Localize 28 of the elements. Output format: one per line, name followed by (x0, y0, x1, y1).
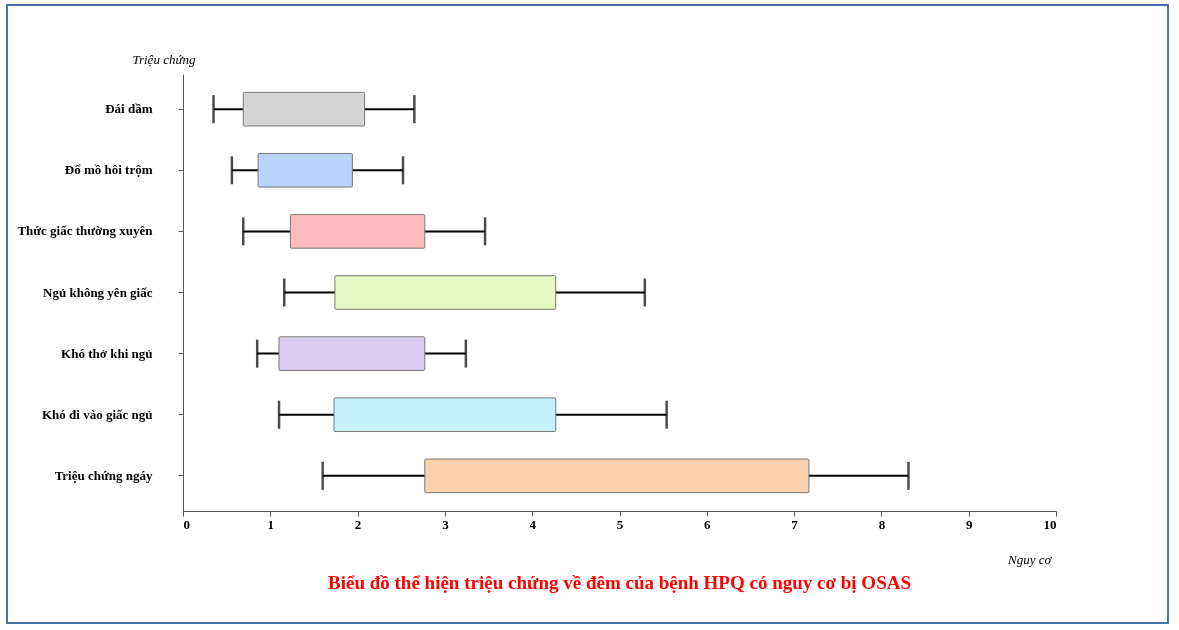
y-tick-label: Khó đi vào giấc ngủ (41, 406, 153, 422)
x-tick-label: 2 (354, 516, 362, 532)
bar (257, 152, 353, 188)
x-tick-label: 7 (791, 516, 799, 532)
x-tick-label: 8 (878, 516, 886, 532)
bar (334, 275, 557, 310)
x-tick-label: 4 (529, 516, 537, 532)
bar (333, 397, 557, 433)
bar (289, 214, 426, 249)
x-tick-label: 3 (442, 516, 450, 532)
bar (242, 91, 366, 127)
x-tick-label: 0 (183, 516, 190, 532)
y-tick-label: Thức giấc thường xuyên (17, 223, 154, 239)
y-tick-label: Ngủ không yên giấc (43, 284, 153, 300)
y-tick-label: Khó thở khi ngủ (61, 345, 153, 361)
y-tick-label: Đổ mồ hôi trộm (64, 162, 153, 178)
x-tick-label: 6 (704, 516, 712, 532)
bar (278, 336, 426, 371)
text: Biểu đồ thể hiện triệu chứng về đêm của bệnh HPQ có nguy cơ bị OSAS (327, 572, 912, 593)
y-tick-label: Triệu chứng ngáy (54, 467, 153, 483)
x-tick-label: 10 (1043, 516, 1057, 532)
x-tick-label: 9 (965, 516, 973, 532)
bar (424, 458, 810, 494)
x-tick-label: 1 (267, 516, 275, 532)
y-tick-label: Đái dầm (105, 101, 153, 117)
y-axis-title: Triệu chứng (132, 51, 196, 67)
x-axis-title: Nguy cơ (1007, 551, 1053, 567)
x-tick-label: 5 (616, 516, 624, 532)
